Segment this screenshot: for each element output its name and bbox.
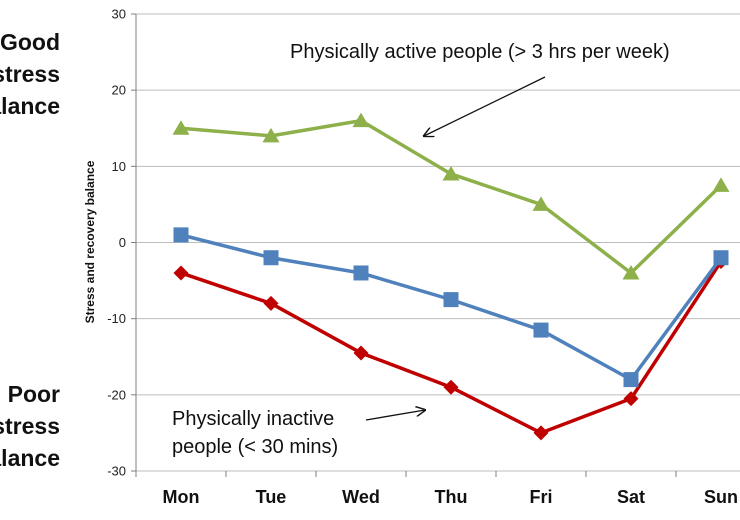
good-stress-balance-label: Good stress balance <box>0 26 60 122</box>
data-point-active <box>352 112 370 128</box>
y-tick-label: 0 <box>119 235 126 250</box>
series-line-middle <box>180 233 723 382</box>
data-point-inactive <box>263 295 279 311</box>
series-line-active <box>180 118 723 275</box>
data-point-middle <box>443 292 459 308</box>
data-point-middle <box>623 372 639 388</box>
x-tick-label: Thu <box>435 487 468 507</box>
y-tick-label: 10 <box>112 159 126 174</box>
data-point-active <box>622 264 640 280</box>
x-tick-label: Wed <box>342 487 380 507</box>
poor-label-line: Poor <box>7 381 60 407</box>
data-point-inactive <box>173 265 189 281</box>
active-annotation-arrow <box>424 76 546 136</box>
y-tick-label: 20 <box>112 83 126 98</box>
data-point-active <box>172 120 190 135</box>
y-axis-label: Stress and recovery balance <box>83 160 97 324</box>
data-point-active <box>712 177 730 192</box>
data-point-active <box>532 196 550 211</box>
good-label-line: balance <box>0 93 60 119</box>
poor-label-line: stress <box>0 413 60 439</box>
active-people-annotation: Physically active people (> 3 hrs per we… <box>290 41 670 63</box>
y-tick-label: 30 <box>112 7 126 22</box>
data-point-middle <box>263 250 279 266</box>
y-tick-label: -20 <box>107 387 126 402</box>
inactive-annotation-line: Physically inactive <box>172 408 335 430</box>
data-point-middle <box>173 227 189 243</box>
data-point-inactive <box>443 379 459 395</box>
inactive-annotation-line: people (< 30 mins) <box>172 436 339 458</box>
data-point-inactive <box>533 425 549 441</box>
data-point-middle <box>533 322 549 338</box>
inactive-people-annotation: Physically inactive people (< 30 mins) <box>172 405 338 461</box>
good-label-line: stress <box>0 61 60 87</box>
poor-label-line: balance <box>0 445 60 471</box>
data-point-active <box>262 127 280 143</box>
x-tick-label: Sat <box>617 487 645 507</box>
data-point-middle <box>353 265 369 281</box>
data-point-inactive <box>353 345 369 361</box>
x-tick-label: Fri <box>529 487 552 507</box>
data-point-inactive <box>623 391 639 407</box>
x-tick-label: Mon <box>163 487 200 507</box>
data-point-active <box>442 165 460 181</box>
y-tick-label: -10 <box>107 311 126 326</box>
data-point-middle <box>713 250 729 266</box>
inactive-annotation-arrow <box>365 410 425 421</box>
x-tick-label: Sun <box>704 487 738 507</box>
good-label-line: Good <box>0 29 60 55</box>
x-tick-label: Tue <box>256 487 287 507</box>
y-tick-label: -30 <box>107 464 126 479</box>
poor-stress-balance-label: Poor stress balance <box>0 378 60 474</box>
